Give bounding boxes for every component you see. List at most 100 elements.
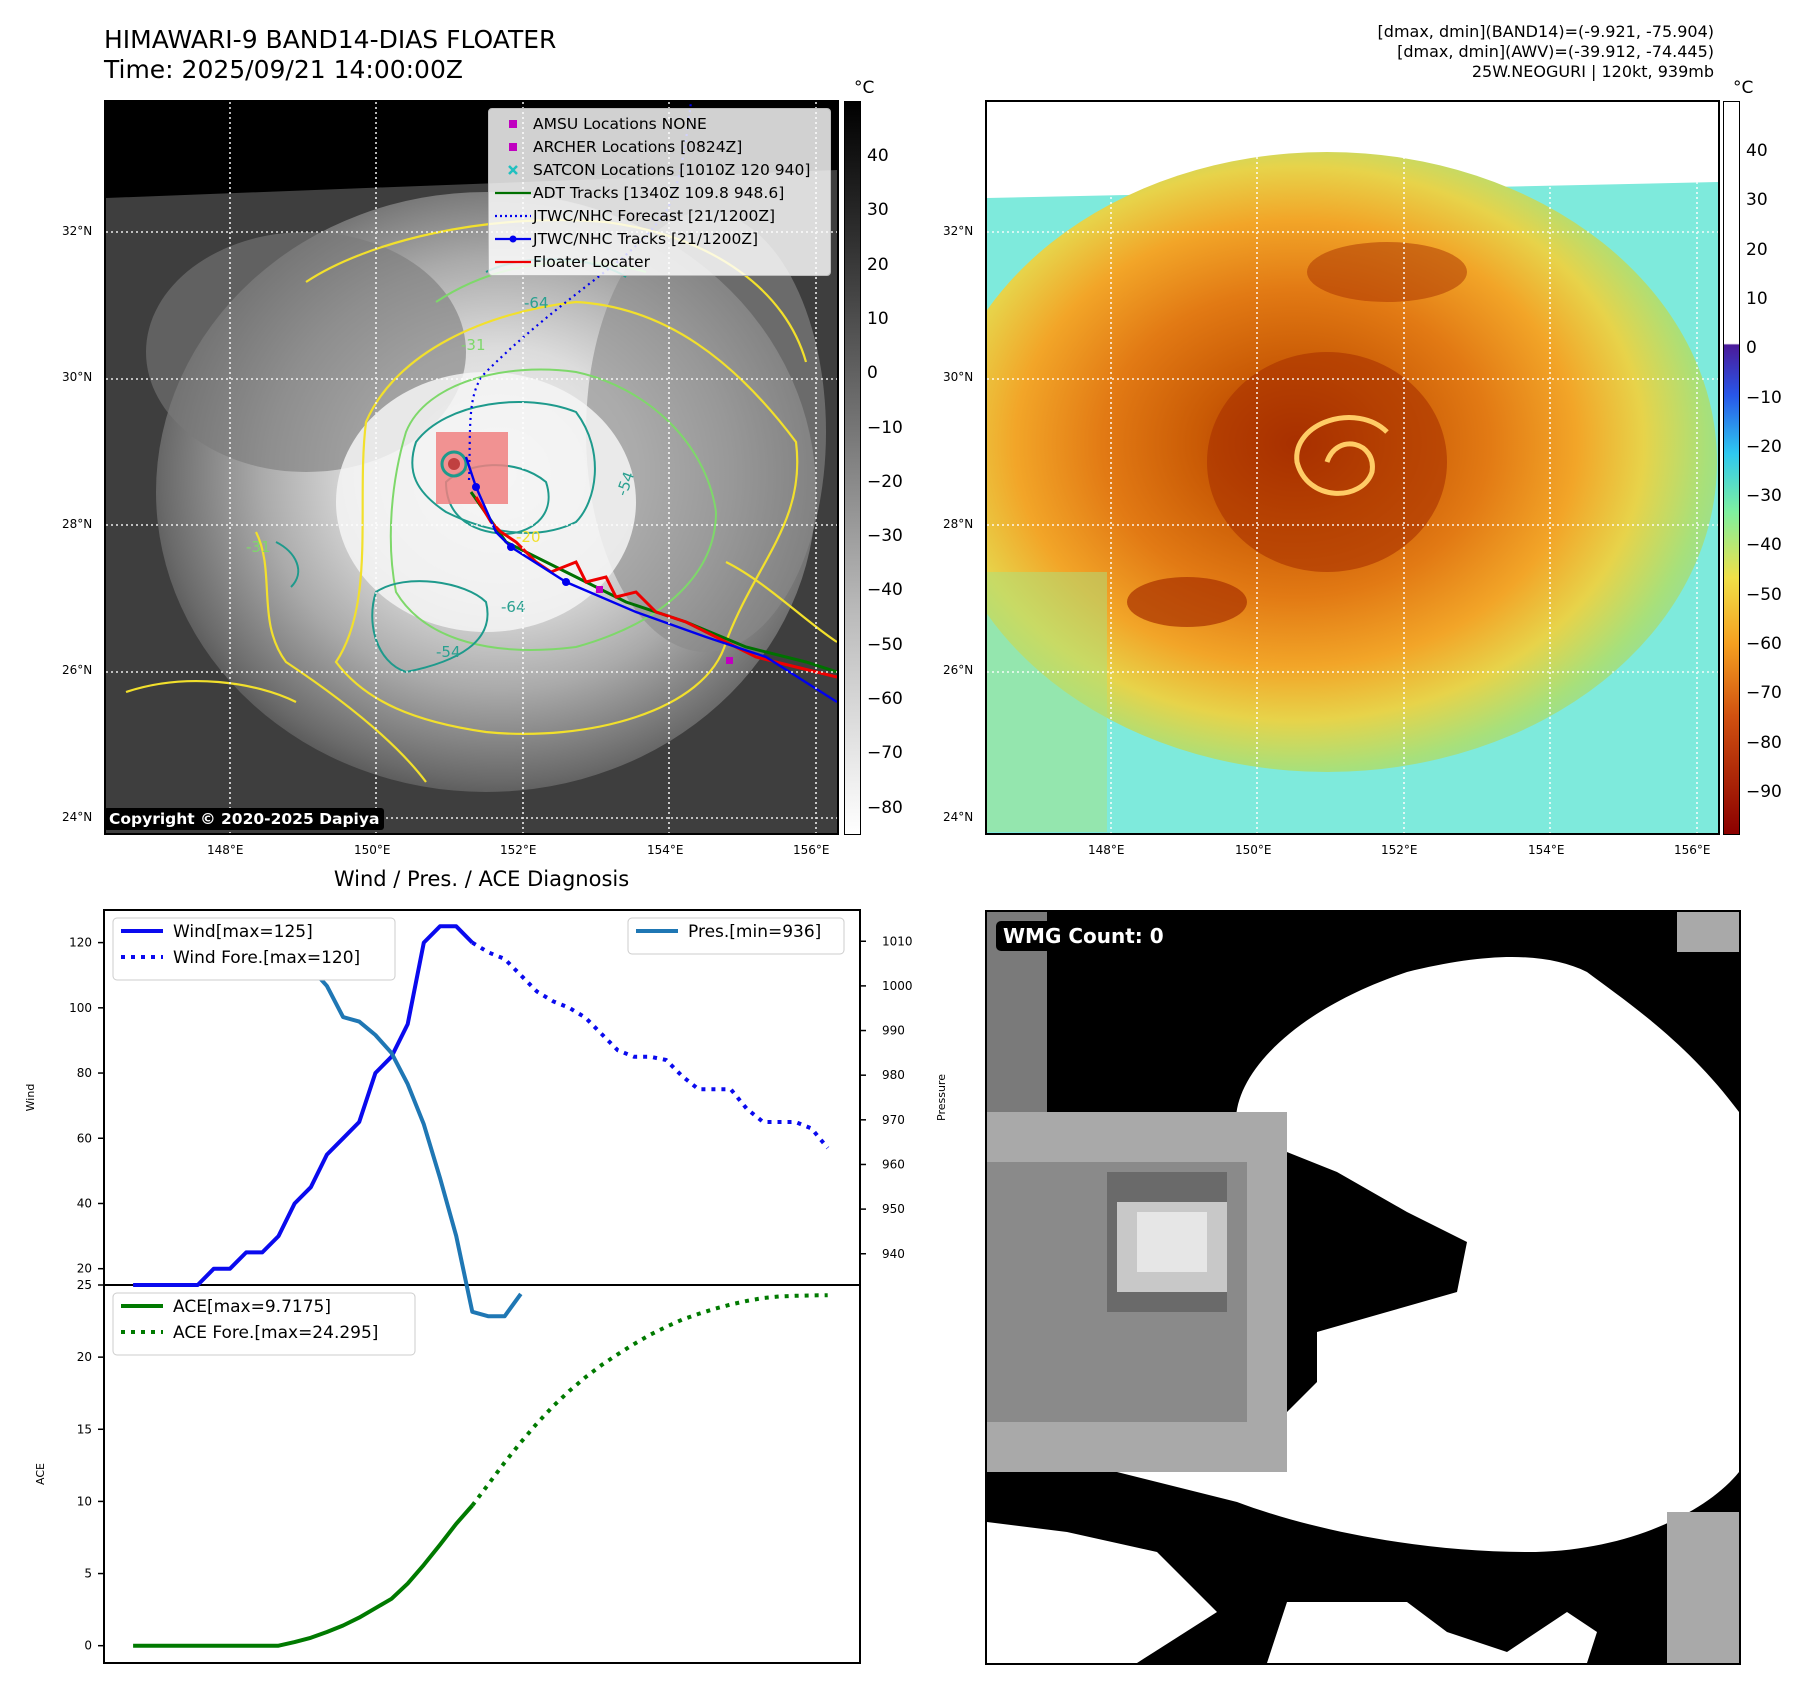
contour-label: -54 (436, 643, 461, 661)
wind-ytick-label: 60 (77, 1131, 92, 1145)
colorbar-right-tick: 40 (1746, 141, 1768, 161)
info-band14-range: [dmax, dmin](BAND14)=(-9.921, -75.904) (1377, 22, 1714, 41)
lon-label-right: 154°E (1528, 843, 1565, 857)
wmg-image (987, 912, 1739, 1663)
legend-item: ADT Tracks [1340Z 109.8 948.6] (493, 181, 826, 204)
ace-ytick-label: 5 (84, 1567, 92, 1581)
legend-symbol (509, 142, 517, 151)
colorbar-left-tick: −40 (867, 580, 903, 601)
pressure-legend-label: Pres.[min=936] (688, 922, 821, 942)
pressure-ytick-label: 970 (882, 1113, 905, 1127)
ace-forecast-line (470, 1293, 828, 1507)
legend-label: SATCON Locations [1010Z 120 940] (533, 160, 811, 179)
figure-time: Time: 2025/09/21 14:00:00Z (104, 55, 463, 84)
lon-label: 152°E (500, 843, 537, 857)
legend-symbol (508, 164, 518, 175)
lat-label-right: 24°N (943, 810, 974, 824)
colorbar-left-tick: −50 (867, 634, 903, 655)
colorbar-left-tick: 20 (867, 254, 889, 275)
colorbar-right-tick: 0 (1746, 338, 1757, 359)
colorbar-left-unit: °C (854, 78, 875, 98)
ace-ytick-label: 20 (77, 1350, 92, 1364)
ace-legend-box (112, 1292, 416, 1356)
colorbar-left-tick: −80 (867, 797, 903, 818)
wind-legend-label: Wind[max=125] (173, 922, 313, 942)
pressure-ytick-label: 1010 (882, 934, 913, 948)
lat-label-right: 26°N (943, 663, 974, 677)
wind-forecast-line (471, 940, 830, 1150)
colorbar-right-tick: −20 (1746, 436, 1782, 457)
legend-item: ARCHER Locations [0824Z] (493, 135, 826, 158)
legend-item: AMSU Locations NONE (493, 112, 826, 135)
awv-map-image (987, 102, 1718, 833)
lon-label-right: 150°E (1235, 843, 1272, 857)
contour-label: -31 (246, 538, 271, 556)
lat-label-right: 28°N (943, 517, 974, 531)
pressure-line (133, 930, 523, 1319)
wind-legend-box (112, 917, 396, 981)
awv-map-panel (985, 100, 1720, 835)
colorbar-right-tick: 30 (1746, 190, 1768, 211)
colorbar-left-tick: −60 (867, 689, 903, 709)
ace-axes-frame (103, 1284, 861, 1664)
legend-label: ADT Tracks [1340Z 109.8 948.6] (533, 183, 785, 202)
wind-ytick-label: 40 (77, 1196, 92, 1210)
colorbar-right-tick: −70 (1746, 683, 1782, 704)
lon-label: 156°E (793, 843, 830, 857)
legend-label: AMSU Locations NONE (533, 114, 707, 133)
lon-label-right: 152°E (1381, 843, 1418, 857)
wind-pressure-chart: 1201008060402010101000990980970960950940… (24, 909, 948, 1664)
legend-symbol (495, 214, 531, 217)
colorbar-right (1723, 101, 1740, 835)
legend-symbol (495, 191, 531, 194)
pressure-axis-title: Pressure (935, 1074, 948, 1121)
legend-item: SATCON Locations [1010Z 120 940] (493, 158, 826, 181)
wmg-count-badge: WMG Count: 0 (996, 921, 1171, 951)
info-awv-range: [dmax, dmin](AWV)=(-39.912, -74.445) (1397, 42, 1714, 61)
wind-ytick-label: 80 (77, 1066, 92, 1080)
colorbar-left-tick: 40 (867, 146, 889, 166)
diagnosis-title: Wind / Pres. / ACE Diagnosis (333, 867, 630, 891)
ace-line (133, 1504, 474, 1648)
colorbar-left-tick: −30 (867, 526, 903, 547)
info-storm-name: 25W.NEOGURI | 120kt, 939mb (1471, 62, 1714, 81)
pressure-ytick-label: 980 (882, 1068, 905, 1082)
colorbar-left-tick: −20 (867, 471, 903, 492)
lat-label: 30°N (62, 370, 93, 384)
contour-label: -31 (461, 336, 486, 354)
wmg-panel (985, 910, 1741, 1665)
contour-label: -64 (524, 294, 549, 312)
colorbar-right-tick: 10 (1746, 288, 1768, 309)
ace-axis-title: ACE (34, 1463, 47, 1485)
contour-label: -64 (501, 598, 526, 616)
colorbar-left-tick: −10 (867, 417, 903, 438)
legend-label: Floater Locater (533, 252, 650, 271)
lon-label-right: 156°E (1674, 843, 1711, 857)
ace-legend-label: ACE[max=9.7175] (173, 1297, 331, 1317)
colorbar-right-tick: −40 (1746, 535, 1782, 556)
map-legend: AMSU Locations NONE ARCHER Locations [082… (488, 108, 831, 276)
lat-label-right: 30°N (943, 370, 974, 384)
contour-label: -20 (516, 528, 541, 546)
legend-item: JTWC/NHC Forecast [21/1200Z] (493, 204, 826, 227)
wind-ytick-label: 20 (77, 1262, 92, 1276)
pressure-ytick-label: 960 (882, 1157, 905, 1171)
ace-legend-label: ACE Fore.[max=24.295] (173, 1323, 378, 1343)
legend-label: JTWC/NHC Forecast [21/1200Z] (533, 206, 776, 225)
pressure-ytick-label: 950 (882, 1202, 905, 1216)
legend-symbol (495, 235, 531, 242)
pressure-ytick-label: 990 (882, 1024, 905, 1038)
pressure-ytick-label: 940 (882, 1247, 905, 1261)
figure-title: HIMAWARI-9 BAND14-DIAS FLOATER (104, 25, 557, 54)
ace-ytick-label: 0 (84, 1639, 92, 1653)
wind-line (133, 924, 474, 1287)
lat-label: 24°N (62, 810, 93, 824)
wind-ytick-label: 100 (69, 1001, 92, 1015)
colorbar-right-tick: −80 (1746, 732, 1782, 753)
legend-item: JTWC/NHC Tracks [21/1200Z] (493, 227, 826, 250)
copyright-label: Copyright © 2020-2025 Dapiya (104, 808, 385, 830)
colorbar-right-unit: °C (1733, 78, 1754, 98)
lat-label: 28°N (62, 517, 93, 531)
colorbar-right-tick: 20 (1746, 239, 1768, 260)
lon-label: 154°E (647, 843, 684, 857)
